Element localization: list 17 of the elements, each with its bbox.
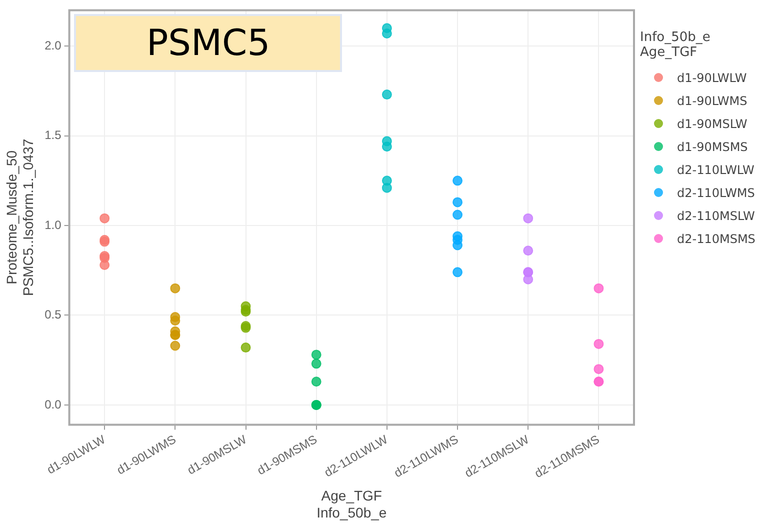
legend-label: d2-110LWLW (677, 162, 754, 176)
y-tick-label: 1.5 (44, 128, 62, 142)
legend-label: d1-90LWMS (677, 94, 748, 108)
legend-label: d1-90MSLW (677, 116, 748, 130)
y-tick-label: 0.5 (44, 308, 62, 322)
legend-label: d2-110MSMS (677, 232, 756, 246)
y-axis-title: Proteome_Musde_50 PSMC5..Isoform.1._0437 (3, 138, 36, 296)
legend-label: d1-90MSMS (677, 140, 748, 154)
y-tick-label: 1.0 (44, 218, 62, 232)
legend-label: d1-90LWLW (677, 70, 747, 84)
legend-label: d2-110MSLW (677, 208, 755, 222)
title-panel: PSMC5 (74, 14, 342, 72)
y-tick-label: 2.0 (44, 38, 62, 52)
legend-label: d2-110LWMS (677, 186, 755, 200)
legend-title: Info_50b_e Age_TGF (640, 30, 712, 60)
x-axis-title: Age_TGF Info_50b_e (316, 488, 387, 520)
y-tick-label: 0.0 (44, 397, 62, 412)
